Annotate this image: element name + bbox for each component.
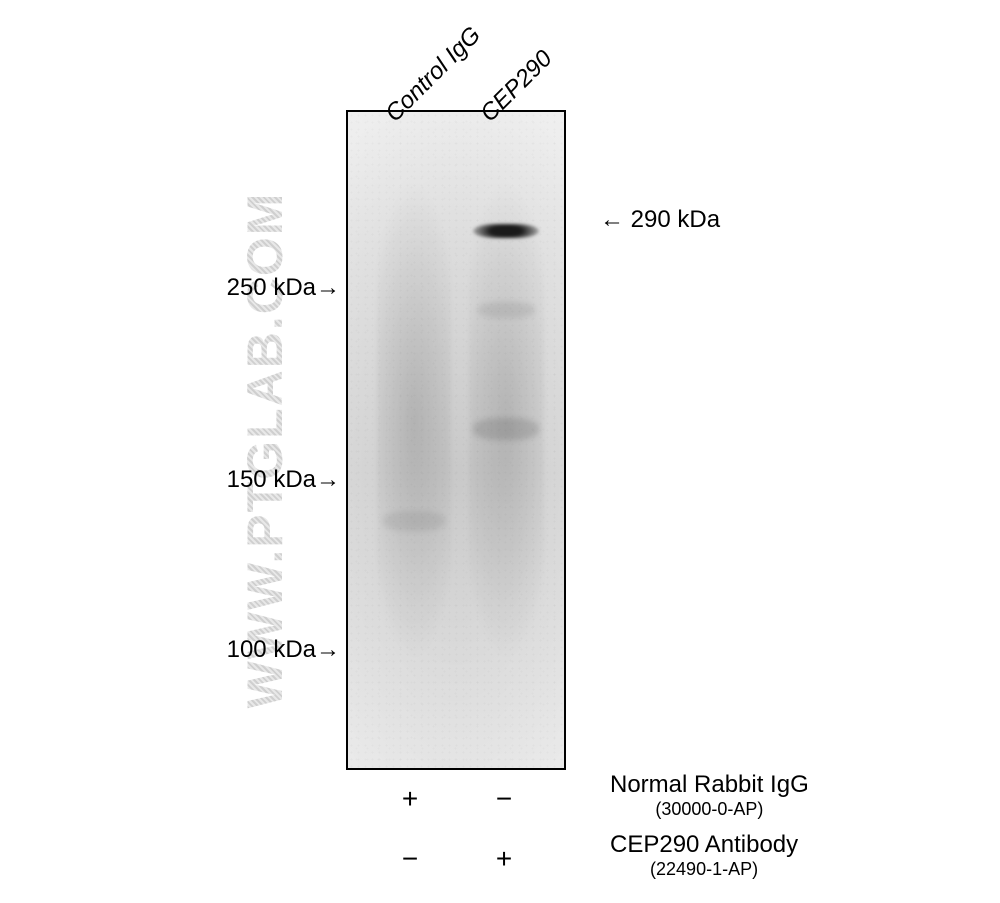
antibody-label: Normal Rabbit IgG(30000-0-AP): [610, 771, 809, 820]
lane-smudge: [469, 164, 544, 735]
blot-band: [473, 224, 539, 238]
treatment-indicator-text: +: [402, 783, 418, 814]
treatment-indicator: −: [396, 843, 424, 875]
blot-faint-smear: [383, 511, 445, 531]
mw-marker-label: 250 kDa→: [227, 274, 340, 302]
mw-marker-text: 250 kDa→: [227, 274, 340, 301]
target-band-label: ← 290 kDa: [600, 206, 720, 234]
mw-marker-text: 100 kDa→: [227, 636, 340, 663]
blot-faint-smear: [473, 418, 539, 440]
target-arrow-glyph: ←: [600, 206, 624, 233]
treatment-indicator-text: −: [496, 783, 512, 814]
antibody-catalog: (30000-0-AP): [610, 799, 809, 820]
treatment-indicator-text: −: [402, 843, 418, 874]
mw-marker-label: 100 kDa→: [227, 636, 340, 664]
mw-marker-text: 150 kDa→: [227, 466, 340, 493]
target-mass-text: 290 kDa: [631, 206, 720, 233]
watermark-text: WWW.PTGLAB.COM: [236, 192, 294, 709]
blot-membrane: [346, 110, 566, 770]
treatment-indicator-text: +: [496, 843, 512, 874]
lane-smudge: [377, 164, 452, 735]
treatment-indicator: +: [396, 783, 424, 815]
mw-marker-label: 150 kDa→: [227, 466, 340, 494]
antibody-label: CEP290 Antibody(22490-1-AP): [610, 831, 798, 880]
antibody-name: CEP290 Antibody: [610, 831, 798, 859]
figure-stage: WWW.PTGLAB.COM ← 290 kDa Control IgGCEP2…: [0, 0, 1000, 903]
treatment-indicator: −: [490, 783, 518, 815]
treatment-indicator: +: [490, 843, 518, 875]
antibody-name: Normal Rabbit IgG: [610, 771, 809, 799]
blot-faint-smear: [478, 302, 535, 318]
antibody-catalog: (22490-1-AP): [610, 859, 798, 880]
